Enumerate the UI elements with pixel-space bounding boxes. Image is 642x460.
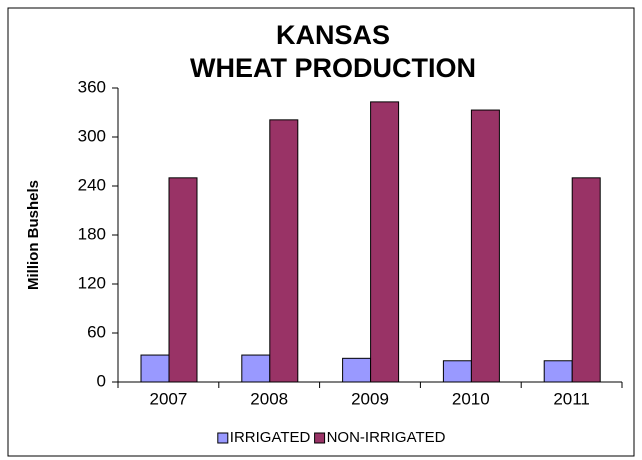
bar	[241, 354, 271, 383]
bar	[442, 360, 472, 383]
bar	[269, 119, 299, 383]
bar	[140, 354, 170, 383]
bar	[543, 360, 573, 383]
legend-label: NON-IRRIGATED	[327, 429, 446, 446]
x-tick-label: 2007	[149, 389, 187, 408]
y-tick-label: 300	[78, 126, 106, 145]
x-tick-label: 2009	[351, 389, 389, 408]
y-tick-label: 60	[87, 322, 106, 341]
bar	[571, 177, 601, 383]
chart-frame	[7, 7, 635, 457]
bar	[168, 177, 198, 383]
y-tick-label: 360	[78, 77, 106, 96]
bar	[342, 357, 372, 383]
legend-swatch	[217, 432, 229, 444]
x-tick-label: 2011	[553, 389, 590, 408]
y-tick-label: 0	[97, 371, 106, 390]
x-tick-label: 2008	[250, 389, 288, 408]
y-axis-label: Million Bushels	[25, 180, 42, 290]
legend-label: IRRIGATED	[230, 429, 311, 446]
chart-title: KANSAS	[276, 20, 390, 50]
legend-swatch	[314, 432, 326, 444]
bar	[370, 101, 400, 383]
y-tick-label: 120	[78, 273, 106, 292]
bar	[470, 109, 500, 383]
x-tick-label: 2010	[452, 389, 490, 408]
y-tick-label: 180	[78, 224, 106, 243]
y-tick-label: 240	[78, 175, 106, 194]
chart-title: WHEAT PRODUCTION	[190, 53, 476, 83]
